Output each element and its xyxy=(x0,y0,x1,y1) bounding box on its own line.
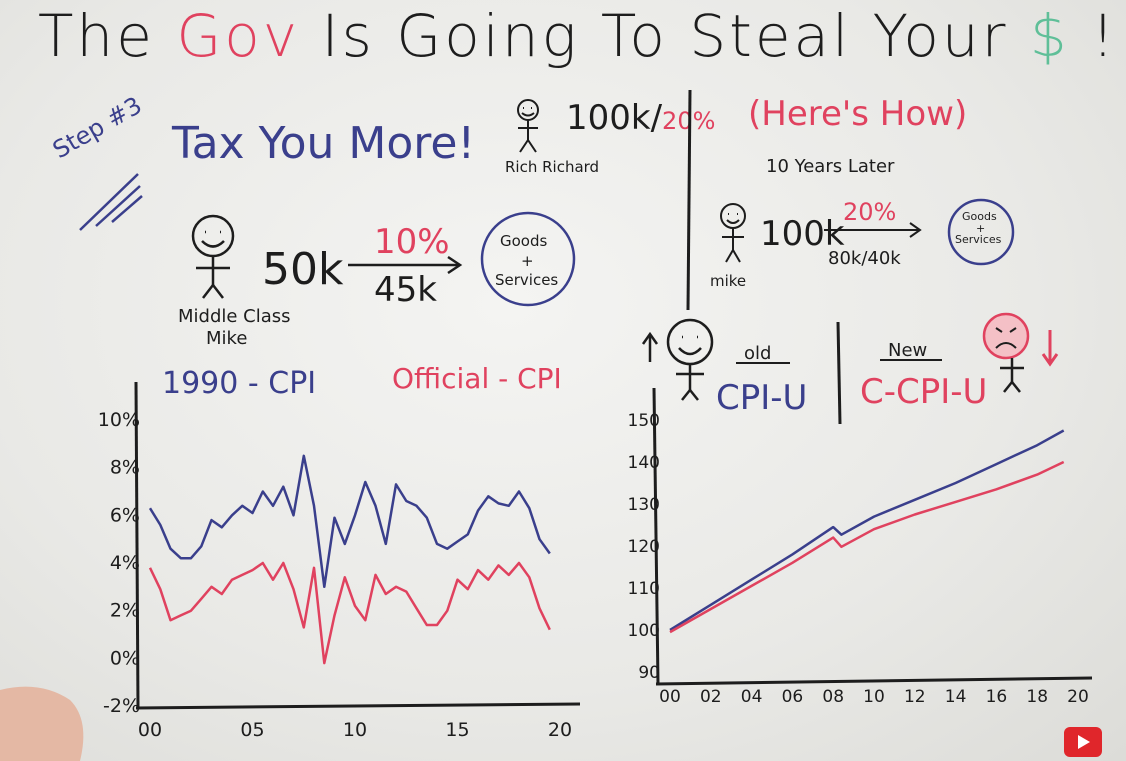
chart2-series-line-1 xyxy=(669,429,1065,632)
chart2-xtick-label: 18 xyxy=(1026,687,1048,707)
mike-rate: 10% xyxy=(374,222,450,262)
goods-left-2: + xyxy=(521,252,534,270)
goods-left-3: Services xyxy=(495,271,559,289)
chart2-xtick-label: 02 xyxy=(700,687,722,707)
chart1-ytick-label: 6% xyxy=(110,504,140,526)
title-gov: Gov xyxy=(176,2,301,70)
presenter-hand xyxy=(0,686,84,761)
hows-heading: (Here's How) xyxy=(748,94,968,134)
vertical-divider xyxy=(686,89,692,311)
chart2-xtick-label: 20 xyxy=(1067,687,1089,707)
tax-heading: Tax You More! xyxy=(172,118,476,169)
goods-left-1: Goods xyxy=(500,232,548,250)
rich-richard-figure xyxy=(517,99,539,153)
chart1-series-lines xyxy=(148,454,551,665)
sad-figure-new xyxy=(982,312,1059,393)
chart2-xtick-label: 04 xyxy=(741,687,763,707)
chart2-xtick-label: 06 xyxy=(782,687,804,707)
old-label: old xyxy=(744,343,772,364)
chart1-xtick-label: 15 xyxy=(445,719,469,741)
step-slashes xyxy=(79,173,143,231)
chart1-xtick-label: 20 xyxy=(548,719,572,741)
title-dollar: $ xyxy=(1029,2,1070,70)
page-title: The Gov Is Going To Steal Your $ ! xyxy=(38,2,1118,70)
mike-label-1: Middle Class xyxy=(178,306,291,327)
chart1-series1-label: 1990 - CPI xyxy=(162,366,317,401)
chart2-ytick-label: 140 xyxy=(628,453,660,473)
mike-after-tax: 45k xyxy=(374,270,437,310)
chart2-ytick-label: 90 xyxy=(638,663,660,683)
play-icon xyxy=(1078,735,1090,749)
new-label: New xyxy=(888,340,928,361)
chart1-ytick-label: 0% xyxy=(110,647,140,669)
chart2-xtick-label: 00 xyxy=(659,687,681,707)
chart1-series-line-1 xyxy=(148,454,551,589)
chart1-xtick-label: 10 xyxy=(343,719,367,741)
chart2-xtick-label: 14 xyxy=(945,687,967,707)
chart1-series-line-2 xyxy=(148,561,551,665)
chart2-xtick-label: 08 xyxy=(822,687,844,707)
goods-right-3: Services xyxy=(955,233,1002,246)
chart2-ytick-label: 130 xyxy=(628,495,660,515)
happy-figure-old xyxy=(641,318,714,401)
old-series-label: CPI-U xyxy=(716,378,808,418)
chart2-ytick-label: 150 xyxy=(628,411,660,431)
goods-circle-right xyxy=(947,198,1015,266)
chart2-tick-labels: 150 140 130 120 110 100 90 00 02 04 06 08 10 12 14 16 18… xyxy=(628,411,1089,707)
chart2-series-lines xyxy=(669,429,1065,634)
mike-figure xyxy=(191,214,235,299)
chart2-axes xyxy=(652,387,1093,686)
mike-income-later: 100k xyxy=(760,214,845,254)
chart2-ytick-label: 110 xyxy=(628,579,660,599)
chart2-xtick-label: 16 xyxy=(986,687,1008,707)
title-the: The xyxy=(38,2,155,70)
chart1-ytick-label: 8% xyxy=(110,457,140,479)
cpi-divider xyxy=(836,321,842,425)
chart1-tick-labels: 10% 8% 6% 4% 2% 0% -2%00 05 10 15 20 xyxy=(98,409,572,741)
goods-right-1: Goods xyxy=(962,210,997,223)
goods-circle-left xyxy=(480,211,576,307)
chart1-xtick-label: 05 xyxy=(240,719,264,741)
chart2-series-line-2 xyxy=(669,460,1065,634)
subscribe-button[interactable] xyxy=(1064,727,1102,757)
mike-label-2: Mike xyxy=(206,328,248,349)
arrow-right xyxy=(824,222,922,238)
title-bang: ! xyxy=(1091,2,1118,70)
chart1-ytick-label: 4% xyxy=(110,552,140,574)
ten-years-later: 10 Years Later xyxy=(766,156,895,177)
chart1-ytick-label: -2% xyxy=(103,695,140,717)
goods-right-2: + xyxy=(976,222,986,235)
mike-income: 50k xyxy=(262,244,344,295)
title-middle: Is Going To Steal Your xyxy=(321,2,1009,70)
mike-after-tax-later: 80k/40k xyxy=(828,248,901,269)
chart1-axes xyxy=(134,381,581,710)
chart2-xtick-label: 12 xyxy=(904,687,926,707)
rich-value: 100k/ xyxy=(566,98,663,138)
new-series-label: C-CPI-U xyxy=(860,372,988,412)
chart1-ytick-label: 2% xyxy=(110,600,140,622)
chart1-ytick-label: 10% xyxy=(98,409,140,431)
mike-rate-later: 20% xyxy=(843,198,897,226)
mike-figure-later xyxy=(720,203,746,263)
rich-label: Rich Richard xyxy=(505,158,600,176)
chart1-xtick-label: 00 xyxy=(138,719,162,741)
chart1-series2-label: Official - CPI xyxy=(392,362,562,395)
chart2-xtick-label: 10 xyxy=(863,687,885,707)
chart2-ytick-label: 120 xyxy=(628,537,660,557)
mike-label-later: mike xyxy=(710,272,747,290)
chart2-ytick-label: 100 xyxy=(628,621,660,641)
arrow-left xyxy=(348,255,463,275)
